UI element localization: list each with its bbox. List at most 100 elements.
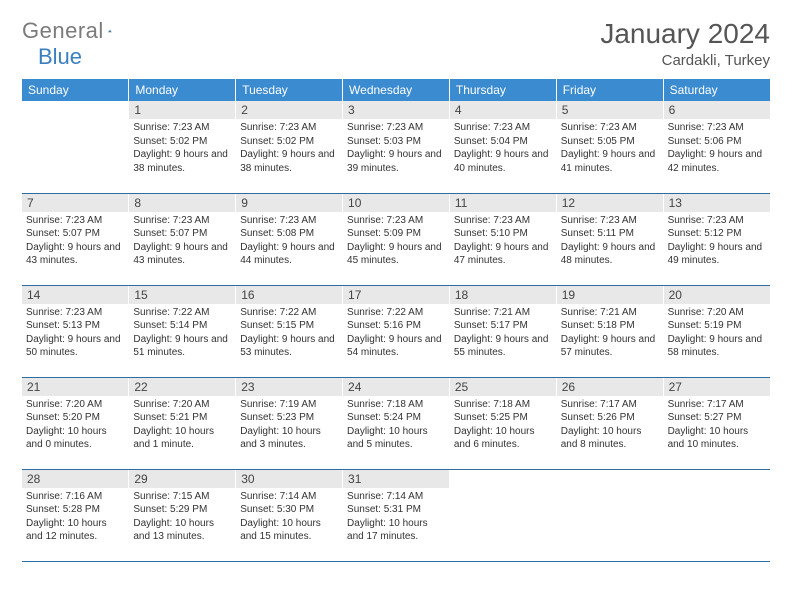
day-content: Sunrise: 7:23 AMSunset: 5:03 PMDaylight:…: [343, 119, 449, 177]
sunrise-line: Sunrise: 7:23 AM: [240, 121, 338, 135]
logo: General: [22, 18, 130, 44]
daylight-line: Daylight: 10 hours and 15 minutes.: [240, 517, 338, 544]
sunset-line: Sunset: 5:06 PM: [668, 135, 766, 149]
logo-word2: Blue: [38, 44, 82, 70]
sunrise-line: Sunrise: 7:23 AM: [26, 214, 124, 228]
daylight-line: Daylight: 10 hours and 17 minutes.: [347, 517, 445, 544]
daylight-line: Daylight: 10 hours and 5 minutes.: [347, 425, 445, 452]
calendar-cell: 18Sunrise: 7:21 AMSunset: 5:17 PMDayligh…: [449, 285, 556, 377]
day-content: Sunrise: 7:23 AMSunset: 5:13 PMDaylight:…: [22, 304, 128, 362]
daylight-line: Daylight: 10 hours and 12 minutes.: [26, 517, 124, 544]
logo-word1: General: [22, 18, 104, 44]
calendar-cell: 25Sunrise: 7:18 AMSunset: 5:25 PMDayligh…: [449, 377, 556, 469]
calendar-cell: [556, 469, 663, 561]
day-number: 5: [557, 101, 663, 119]
day-number: 31: [343, 470, 449, 488]
sunrise-line: Sunrise: 7:18 AM: [347, 398, 445, 412]
day-content: Sunrise: 7:22 AMSunset: 5:14 PMDaylight:…: [129, 304, 235, 362]
sunset-line: Sunset: 5:02 PM: [240, 135, 338, 149]
sunrise-line: Sunrise: 7:17 AM: [668, 398, 766, 412]
day-number: 26: [557, 378, 663, 396]
sunrise-line: Sunrise: 7:23 AM: [668, 121, 766, 135]
sunrise-line: Sunrise: 7:22 AM: [240, 306, 338, 320]
daylight-line: Daylight: 9 hours and 58 minutes.: [668, 333, 766, 360]
calendar-cell: 14Sunrise: 7:23 AMSunset: 5:13 PMDayligh…: [22, 285, 129, 377]
calendar-cell: 9Sunrise: 7:23 AMSunset: 5:08 PMDaylight…: [236, 193, 343, 285]
sunrise-line: Sunrise: 7:23 AM: [347, 214, 445, 228]
sunset-line: Sunset: 5:12 PM: [668, 227, 766, 241]
sunrise-line: Sunrise: 7:23 AM: [26, 306, 124, 320]
sunrise-line: Sunrise: 7:21 AM: [454, 306, 552, 320]
day-content: Sunrise: 7:19 AMSunset: 5:23 PMDaylight:…: [236, 396, 342, 454]
calendar-cell: 15Sunrise: 7:22 AMSunset: 5:14 PMDayligh…: [129, 285, 236, 377]
day-content: Sunrise: 7:14 AMSunset: 5:31 PMDaylight:…: [343, 488, 449, 546]
day-content: Sunrise: 7:15 AMSunset: 5:29 PMDaylight:…: [129, 488, 235, 546]
daylight-line: Daylight: 10 hours and 0 minutes.: [26, 425, 124, 452]
daylight-line: Daylight: 9 hours and 38 minutes.: [133, 148, 231, 175]
sunset-line: Sunset: 5:18 PM: [561, 319, 659, 333]
calendar-row: 21Sunrise: 7:20 AMSunset: 5:20 PMDayligh…: [22, 377, 770, 469]
day-content: Sunrise: 7:20 AMSunset: 5:20 PMDaylight:…: [22, 396, 128, 454]
calendar-cell: 27Sunrise: 7:17 AMSunset: 5:27 PMDayligh…: [663, 377, 770, 469]
sunrise-line: Sunrise: 7:23 AM: [668, 214, 766, 228]
day-header: Wednesday: [343, 79, 450, 101]
sunrise-line: Sunrise: 7:23 AM: [561, 214, 659, 228]
daylight-line: Daylight: 9 hours and 53 minutes.: [240, 333, 338, 360]
day-content: Sunrise: 7:23 AMSunset: 5:07 PMDaylight:…: [22, 212, 128, 270]
daylight-line: Daylight: 9 hours and 45 minutes.: [347, 241, 445, 268]
calendar-table: SundayMondayTuesdayWednesdayThursdayFrid…: [22, 79, 770, 562]
title-block: January 2024 Cardakli, Turkey: [600, 18, 770, 69]
calendar-cell: 26Sunrise: 7:17 AMSunset: 5:26 PMDayligh…: [556, 377, 663, 469]
daylight-line: Daylight: 9 hours and 39 minutes.: [347, 148, 445, 175]
day-number: 12: [557, 194, 663, 212]
sunrise-line: Sunrise: 7:15 AM: [133, 490, 231, 504]
day-number: 9: [236, 194, 342, 212]
day-content: Sunrise: 7:17 AMSunset: 5:26 PMDaylight:…: [557, 396, 663, 454]
day-content: Sunrise: 7:21 AMSunset: 5:17 PMDaylight:…: [450, 304, 556, 362]
calendar-cell: 30Sunrise: 7:14 AMSunset: 5:30 PMDayligh…: [236, 469, 343, 561]
day-content: Sunrise: 7:23 AMSunset: 5:09 PMDaylight:…: [343, 212, 449, 270]
daylight-line: Daylight: 10 hours and 1 minute.: [133, 425, 231, 452]
sunrise-line: Sunrise: 7:23 AM: [240, 214, 338, 228]
day-number: 16: [236, 286, 342, 304]
sunset-line: Sunset: 5:26 PM: [561, 411, 659, 425]
calendar-row: 14Sunrise: 7:23 AMSunset: 5:13 PMDayligh…: [22, 285, 770, 377]
sunset-line: Sunset: 5:17 PM: [454, 319, 552, 333]
sunset-line: Sunset: 5:23 PM: [240, 411, 338, 425]
daylight-line: Daylight: 9 hours and 48 minutes.: [561, 241, 659, 268]
sunset-line: Sunset: 5:27 PM: [668, 411, 766, 425]
sunset-line: Sunset: 5:14 PM: [133, 319, 231, 333]
sunset-line: Sunset: 5:05 PM: [561, 135, 659, 149]
sunset-line: Sunset: 5:04 PM: [454, 135, 552, 149]
calendar-cell: 23Sunrise: 7:19 AMSunset: 5:23 PMDayligh…: [236, 377, 343, 469]
day-number: 23: [236, 378, 342, 396]
day-content: Sunrise: 7:23 AMSunset: 5:10 PMDaylight:…: [450, 212, 556, 270]
day-number: 30: [236, 470, 342, 488]
calendar-cell: 21Sunrise: 7:20 AMSunset: 5:20 PMDayligh…: [22, 377, 129, 469]
sunset-line: Sunset: 5:28 PM: [26, 503, 124, 517]
sunrise-line: Sunrise: 7:14 AM: [347, 490, 445, 504]
day-content: Sunrise: 7:23 AMSunset: 5:06 PMDaylight:…: [664, 119, 770, 177]
sunset-line: Sunset: 5:08 PM: [240, 227, 338, 241]
day-content: Sunrise: 7:18 AMSunset: 5:25 PMDaylight:…: [450, 396, 556, 454]
header: General January 2024 Cardakli, Turkey: [22, 18, 770, 69]
day-number: 3: [343, 101, 449, 119]
calendar-cell: 7Sunrise: 7:23 AMSunset: 5:07 PMDaylight…: [22, 193, 129, 285]
daylight-line: Daylight: 10 hours and 13 minutes.: [133, 517, 231, 544]
day-header: Friday: [556, 79, 663, 101]
day-content: Sunrise: 7:23 AMSunset: 5:04 PMDaylight:…: [450, 119, 556, 177]
calendar-cell: 29Sunrise: 7:15 AMSunset: 5:29 PMDayligh…: [129, 469, 236, 561]
sunrise-line: Sunrise: 7:17 AM: [561, 398, 659, 412]
daylight-line: Daylight: 9 hours and 55 minutes.: [454, 333, 552, 360]
day-content: Sunrise: 7:23 AMSunset: 5:07 PMDaylight:…: [129, 212, 235, 270]
sunset-line: Sunset: 5:19 PM: [668, 319, 766, 333]
calendar-row: 28Sunrise: 7:16 AMSunset: 5:28 PMDayligh…: [22, 469, 770, 561]
daylight-line: Daylight: 9 hours and 43 minutes.: [133, 241, 231, 268]
sunset-line: Sunset: 5:31 PM: [347, 503, 445, 517]
sunrise-line: Sunrise: 7:23 AM: [347, 121, 445, 135]
sunrise-line: Sunrise: 7:16 AM: [26, 490, 124, 504]
day-number: 8: [129, 194, 235, 212]
day-content: Sunrise: 7:21 AMSunset: 5:18 PMDaylight:…: [557, 304, 663, 362]
sunset-line: Sunset: 5:03 PM: [347, 135, 445, 149]
day-number: 17: [343, 286, 449, 304]
